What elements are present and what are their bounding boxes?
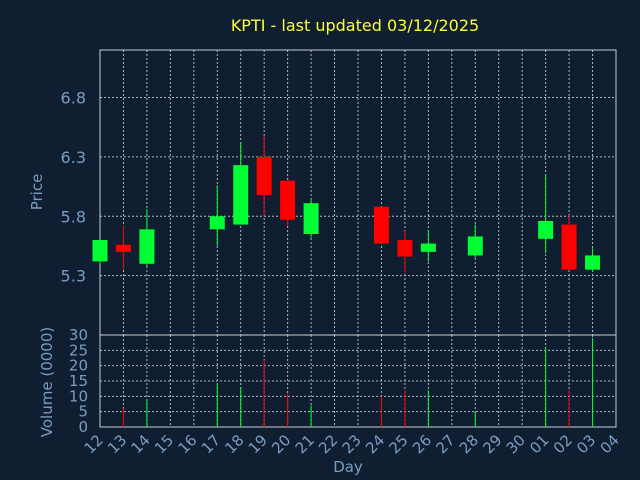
volume-tick-label: 15	[69, 372, 88, 390]
candle-body	[420, 243, 436, 252]
candle-body	[467, 236, 483, 256]
price-panel: 5.3 5.8 6.3 6.8	[61, 49, 617, 336]
volume-tick-label: 20	[69, 357, 88, 375]
candle-body	[585, 255, 601, 270]
price-tick-label: 6.8	[61, 89, 86, 108]
x-axis: 1213141516171819202122232425262728293001…	[81, 431, 623, 457]
candle-body	[397, 240, 413, 257]
candle-body	[561, 224, 577, 270]
volume-tick-label: 10	[69, 387, 88, 405]
candle-body	[256, 156, 272, 195]
x-axis-label: Day	[333, 458, 363, 476]
volume-tick-label: 25	[69, 341, 88, 359]
candle-body	[233, 165, 249, 225]
volume-tick-label: 30	[69, 326, 88, 344]
candle-body	[115, 244, 131, 252]
candle-body	[280, 180, 296, 220]
candle-body	[373, 206, 389, 244]
volume-panel-frame	[99, 334, 617, 428]
price-tick-label: 6.3	[61, 148, 86, 167]
volume-tick-label: 5	[78, 403, 88, 421]
candle-body	[538, 221, 554, 239]
price-tick-label: 5.8	[61, 207, 86, 226]
candle-body	[92, 240, 108, 262]
candle-body	[209, 216, 225, 230]
chart-title: KPTI - last updated 03/12/2025	[231, 16, 479, 35]
volume-tick-label: 0	[78, 418, 88, 436]
candle-body	[303, 203, 319, 235]
volume-axis-label: Volume (0000)	[38, 327, 56, 437]
price-axis-label: Price	[28, 174, 46, 211]
candle-body	[139, 229, 155, 264]
price-tick-label: 5.3	[61, 267, 86, 286]
